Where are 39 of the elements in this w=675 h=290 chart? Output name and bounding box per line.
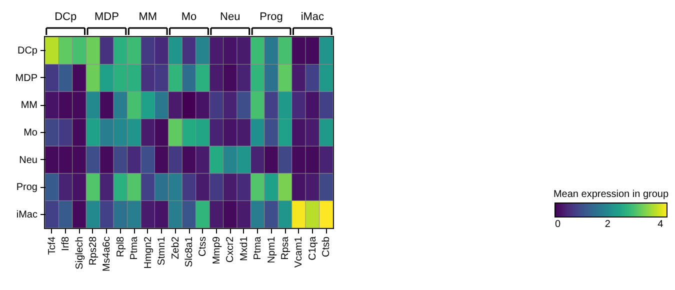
x-tick-label: Rpsa — [280, 236, 291, 260]
x-tick-label: Ptma — [252, 236, 264, 260]
y-tick-label: MDP — [15, 72, 38, 84]
x-tick-label: Ms4a6c — [102, 236, 113, 272]
y-tick-label: Prog — [16, 182, 38, 194]
text: DCp — [54, 11, 77, 23]
y-tick-label: DCp — [17, 46, 38, 57]
text: Neu — [220, 11, 240, 23]
x-tick-label: Hmgn2 — [142, 236, 154, 269]
x-tick-label: Tcf4 — [46, 236, 58, 255]
x-tick-label: Rps28 — [88, 236, 99, 266]
text: MM — [138, 11, 158, 23]
x-tick-label: Npm1 — [266, 236, 278, 264]
text: iMac — [300, 11, 325, 23]
text: Mo — [181, 11, 197, 23]
x-tick-label: Mxd1 — [238, 236, 250, 261]
x-tick-label: Siglech — [74, 236, 86, 270]
y-tick-label: Neu — [19, 154, 38, 166]
x-tick-label: Rpl8 — [115, 236, 126, 258]
x-tick-label: Zeb2 — [170, 236, 182, 260]
text: Prog — [260, 11, 283, 23]
y-tick-label: MM — [20, 100, 38, 112]
x-tick-label: Ctss — [198, 236, 209, 256]
color-bar-label: 2 — [604, 219, 611, 230]
color-bar-label: 4 — [658, 219, 664, 230]
y-tick-label: Mo — [24, 128, 38, 138]
y-tick-label: iMac — [16, 209, 38, 220]
x-tick-label: Ptma — [129, 236, 140, 260]
x-tick-label: Stmn1 — [156, 236, 168, 266]
color-bar-label: 0 — [555, 219, 561, 230]
x-tick-label: Ctsb — [321, 236, 332, 258]
x-tick-label: Mmp9 — [211, 236, 222, 264]
x-tick-label: Slc8a1 — [184, 236, 195, 268]
x-tick-label: Vcam1 — [294, 236, 305, 268]
text: MDP — [94, 11, 119, 23]
x-tick-label: Cxcr2 — [225, 236, 236, 263]
legend-title: Mean expression in group — [553, 189, 669, 200]
x-tick-label: C1qa — [307, 236, 318, 260]
x-tick-label: Irf8 — [60, 236, 72, 251]
